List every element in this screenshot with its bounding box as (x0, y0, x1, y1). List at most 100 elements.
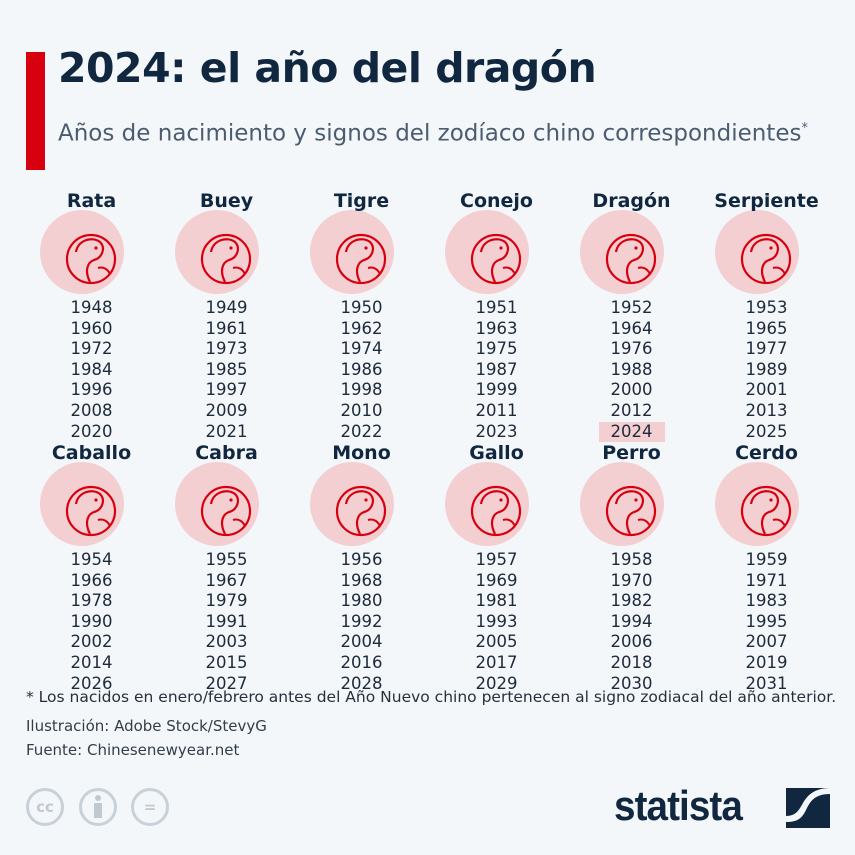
year-list: 1955 1967 1979 1991 2003 2015 2027 (159, 550, 294, 694)
year: 2010 (340, 400, 383, 420)
sign-name: Cerdo (735, 442, 798, 464)
year: 2013 (745, 400, 788, 420)
year: 1981 (475, 591, 518, 611)
year: 2029 (475, 673, 518, 693)
year: 1949 (205, 298, 248, 317)
year: 1961 (205, 318, 248, 338)
year: 1980 (340, 591, 383, 611)
pink-circle (445, 210, 529, 294)
year: 1969 (475, 570, 518, 590)
year: 2017 (475, 652, 518, 672)
year: 1962 (340, 318, 383, 338)
cc-icon[interactable]: cc (26, 788, 64, 826)
year: 2020 (70, 421, 113, 441)
year: 1995 (745, 611, 788, 631)
rooster-icon (470, 485, 522, 537)
source: Fuente: Chinesenewyear.net (26, 741, 240, 759)
no-derivatives-icon[interactable]: = (131, 788, 169, 826)
year: 1975 (475, 339, 518, 359)
year: 1967 (205, 570, 248, 590)
year: 1977 (745, 339, 788, 359)
year: 2027 (205, 673, 248, 693)
attribution-icon[interactable] (79, 788, 117, 826)
year: 1960 (70, 318, 113, 338)
sign-art (699, 462, 834, 546)
year: 2019 (745, 652, 788, 672)
year: 1974 (340, 339, 383, 359)
year: 1988 (610, 359, 653, 379)
sign-monkey: Mono 1956 1968 1980 1992 2004 2016 2028 (294, 442, 429, 694)
year-list: 1948 1960 1972 1984 1996 2008 2020 (24, 298, 159, 442)
year: 1999 (475, 380, 518, 400)
year: 2007 (745, 632, 788, 652)
sign-name: Buey (199, 190, 254, 212)
pig-icon (740, 485, 792, 537)
dog-icon (605, 485, 657, 537)
sign-art (429, 210, 564, 294)
year: 1964 (610, 318, 653, 338)
year: 1998 (340, 380, 383, 400)
sign-snake: Serpiente 1953 1965 1977 1989 2001 2013 2025 (699, 190, 834, 442)
year: 1996 (70, 380, 113, 400)
year: 1965 (745, 318, 788, 338)
year: 2028 (340, 673, 383, 693)
year: 1956 (340, 550, 383, 569)
year: 1972 (70, 339, 113, 359)
rabbit-icon (470, 233, 522, 285)
year: 2005 (475, 632, 518, 652)
statista-mark-icon (786, 788, 830, 828)
sign-name: Dragón (592, 190, 671, 212)
sign-art (564, 462, 699, 546)
year: 1963 (475, 318, 518, 338)
year: 1990 (70, 611, 113, 631)
year: 1968 (340, 570, 383, 590)
year: 1959 (745, 550, 788, 569)
pink-circle (715, 462, 799, 546)
year: 2014 (70, 652, 113, 672)
sign-horse: Caballo 1954 1966 1978 1990 2002 2014 2026 (24, 442, 159, 694)
year: 1987 (475, 359, 518, 379)
sign-art (294, 462, 429, 546)
year: 1993 (475, 611, 518, 631)
pink-circle (310, 462, 394, 546)
statista-logo[interactable]: statista (614, 782, 743, 829)
year-list: 1949 1961 1973 1985 1997 2009 2021 (159, 298, 294, 442)
year: 2026 (70, 673, 113, 693)
pink-circle (175, 462, 259, 546)
sign-rabbit: Conejo 1951 1963 1975 1987 1999 2011 2023 (429, 190, 564, 442)
year: 1950 (340, 298, 383, 317)
year: 2002 (70, 632, 113, 652)
pink-circle (40, 462, 124, 546)
year: 1973 (205, 339, 248, 359)
year: 1991 (205, 611, 248, 631)
sign-art (159, 210, 294, 294)
ox-icon (200, 233, 252, 285)
page-title: 2024: el año del dragón (58, 44, 597, 92)
monkey-icon (335, 485, 387, 537)
year: 1953 (745, 298, 788, 317)
sign-art (699, 210, 834, 294)
year: 1954 (70, 550, 113, 569)
sign-art (24, 462, 159, 546)
sign-name: Perro (602, 442, 661, 464)
year-list: 1959 1971 1983 1995 2007 2019 2031 (699, 550, 834, 694)
sign-name: Rata (66, 190, 117, 212)
year: 2011 (475, 400, 518, 420)
year: 2018 (610, 652, 653, 672)
snake-icon (740, 233, 792, 285)
year: 2022 (340, 421, 383, 441)
year: 2000 (610, 380, 653, 400)
sign-art (564, 210, 699, 294)
sign-name: Cabra (195, 442, 258, 464)
year: 1984 (70, 359, 113, 379)
horse-icon (65, 485, 117, 537)
year: 2012 (610, 400, 653, 420)
year: 1994 (610, 611, 653, 631)
year: 1986 (340, 359, 383, 379)
year: 2031 (745, 673, 788, 693)
year: 1958 (610, 550, 653, 569)
sign-tiger: Tigre 1950 1962 1974 1986 1998 2010 2022 (294, 190, 429, 442)
year: 1992 (340, 611, 383, 631)
year: 1976 (610, 339, 653, 359)
